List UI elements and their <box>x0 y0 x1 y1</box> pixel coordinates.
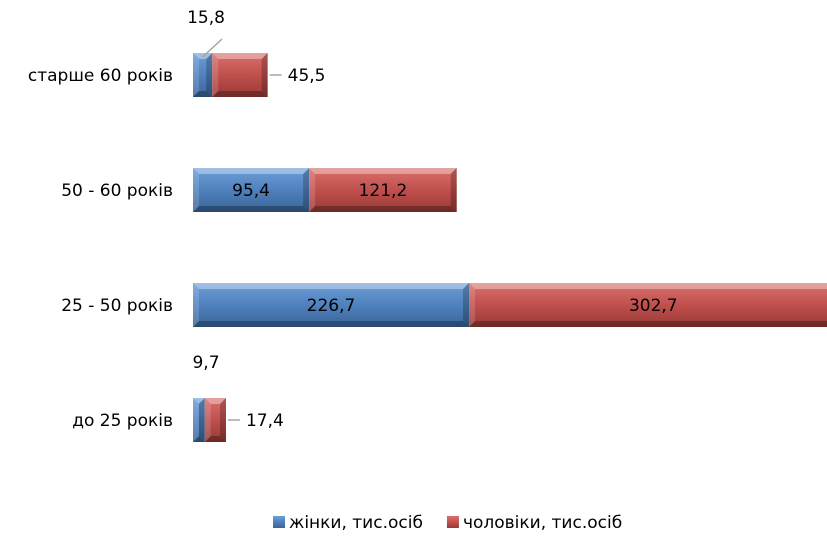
bar-women-1 <box>193 168 310 212</box>
value-label-men-2: 302,7 <box>629 296 678 316</box>
value-label-women-0: 15,8 <box>187 8 225 28</box>
legend-label-women: жінки, тис.осіб <box>289 513 423 533</box>
bar-men-1 <box>309 168 457 212</box>
legend-label-men: чоловіки, тис.осіб <box>463 513 622 533</box>
leader-line-women-0 <box>202 38 223 58</box>
value-label-men-0: 45,5 <box>288 66 326 86</box>
bar-men-3 <box>204 398 226 442</box>
legend-swatch-men <box>446 516 459 528</box>
legend-swatch-women <box>273 516 285 528</box>
legend: жінки, тис.осіб чоловіки, тис.осіб <box>273 513 622 533</box>
bar-women-0 <box>193 53 213 97</box>
category-label-1: 50 - 60 років <box>61 181 173 201</box>
value-label-women-3: 9,7 <box>192 353 219 373</box>
bar-men-0 <box>212 53 268 97</box>
category-label-3: до 25 років <box>72 411 173 431</box>
value-label-men-3: 17,4 <box>246 411 284 431</box>
category-label-2: 25 - 50 років <box>61 296 173 316</box>
bar-men-2 <box>469 283 827 327</box>
bar-women-2 <box>193 283 470 327</box>
value-label-women-2: 226,7 <box>307 296 356 316</box>
value-label-men-1: 121,2 <box>359 181 408 201</box>
category-label-0: старше 60 років <box>28 66 173 86</box>
bar-women-3 <box>193 398 205 442</box>
value-label-women-1: 95,4 <box>232 181 270 201</box>
